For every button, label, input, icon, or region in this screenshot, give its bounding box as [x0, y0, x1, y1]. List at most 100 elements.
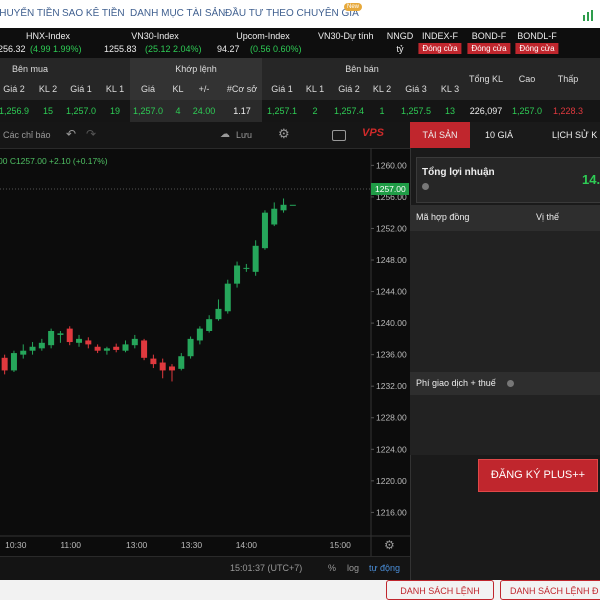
- x-tick-label: 13:00: [126, 540, 148, 550]
- x-tick-label: 13:30: [181, 540, 203, 550]
- cell: 1,257.0: [65, 106, 97, 116]
- orders-button[interactable]: DANH SÁCH LỆNH: [386, 580, 494, 600]
- candle-body: [280, 204, 287, 211]
- icon: [583, 10, 593, 21]
- y-tick-label: 1252.00: [376, 223, 407, 233]
- profit-box: [416, 157, 600, 203]
- cell: 2: [312, 106, 318, 116]
- candle-body: [20, 350, 27, 355]
- tab[interactable]: TÀI SẢN: [422, 130, 458, 140]
- y-tick-label: 1232.00: [376, 381, 407, 391]
- y-tick-label: 1216.00: [376, 507, 407, 517]
- candle-body: [66, 328, 73, 343]
- candle-body: [57, 333, 64, 335]
- footer: [0, 580, 600, 600]
- status-badge: Đóng cửa: [515, 43, 559, 54]
- index-name: INDEX-F: [422, 31, 458, 41]
- info-icon[interactable]: [422, 183, 429, 190]
- tab[interactable]: 10 GIÁ: [484, 130, 514, 140]
- candle-body: [113, 346, 120, 350]
- group-header: Tổng KL: [468, 74, 504, 84]
- nav-item[interactable]: DANH MỤC TÀI SẢN: [130, 8, 226, 19]
- column-header: KL 2: [38, 84, 58, 94]
- column-header: KL 1: [305, 84, 325, 94]
- cell: 24.00: [192, 106, 216, 116]
- candle-body: [1, 357, 8, 371]
- candle-body: [10, 353, 17, 371]
- index-change: (25.12 2.04%): [145, 44, 202, 54]
- y-tick-label: 1244.00: [376, 287, 407, 297]
- register-button[interactable]: ĐĂNG KÝ PLUS++: [478, 459, 598, 492]
- cell: 1,256.9: [0, 106, 30, 116]
- candle-body: [187, 338, 194, 357]
- index-name: BOND-F: [471, 31, 507, 41]
- column-header: KL: [172, 84, 184, 94]
- column-header: Giá 3: [405, 84, 427, 94]
- chart-legend: 00 C1257.00 +2.10 (+0.17%): [0, 156, 108, 166]
- nav-item[interactable]: ĐẦU TƯ THEO CHUYÊN GIA: [225, 8, 359, 19]
- candle-body: [159, 362, 166, 371]
- index-value: 256.32: [0, 44, 26, 54]
- index-name: BONDL-F: [517, 31, 557, 41]
- index-change: (4.99 1.99%): [30, 44, 82, 54]
- log-toggle[interactable]: log: [347, 563, 360, 573]
- auto-toggle[interactable]: tự động: [369, 563, 401, 573]
- table-header: [0, 58, 600, 100]
- cell: 226,097: [469, 106, 503, 116]
- match-row: [130, 100, 262, 122]
- column-header: Giá 1: [70, 84, 92, 94]
- cell: 15: [42, 106, 54, 116]
- index-value: 1255.83: [104, 44, 137, 54]
- save-button[interactable]: Lưu: [236, 130, 253, 140]
- x-tick-label: 11:00: [60, 540, 81, 550]
- settings[interactable]: ⚙: [278, 126, 290, 141]
- column-header: KL 2: [372, 84, 392, 94]
- tab[interactable]: LỊCH SỬ K: [552, 130, 598, 140]
- group-header: Cao: [518, 74, 536, 84]
- fees-body: [410, 395, 600, 455]
- chart-icon[interactable]: [582, 8, 596, 21]
- candle-body: [206, 319, 213, 331]
- status-badge: Đóng cửa: [418, 43, 462, 54]
- index-name: Upcom-Index: [236, 31, 290, 41]
- cell: 1,228.3: [552, 106, 584, 116]
- candle-body: [85, 340, 92, 345]
- y-tick-label: 1256.00: [376, 192, 407, 202]
- nav-item[interactable]: CHUYỂN TIỀN: [0, 8, 60, 19]
- candle-body: [168, 366, 175, 371]
- undo[interactable]: ↶: [66, 127, 77, 141]
- screenshot[interactable]: [332, 130, 346, 141]
- candle-body: [234, 265, 241, 284]
- indicators-button[interactable]: Các chỉ báo: [3, 130, 51, 140]
- candle-body: [252, 245, 259, 272]
- new-badge: New: [344, 3, 363, 11]
- y-tick-label: 1240.00: [376, 318, 407, 328]
- info-icon[interactable]: [507, 380, 514, 387]
- percent-toggle[interactable]: %: [328, 563, 337, 573]
- candle-body: [224, 283, 231, 312]
- nav-item[interactable]: SAO KÊ TIỀN: [62, 8, 125, 19]
- status-bar: [0, 556, 410, 581]
- orders-button[interactable]: DANH SÁCH LỆNH Đ: [500, 580, 600, 600]
- profit-value: 14.: [582, 172, 600, 187]
- column-header: KL 1: [105, 84, 125, 94]
- redo[interactable]: ↷: [86, 127, 97, 141]
- cell: 1,257.0: [511, 106, 543, 116]
- candle-body: [38, 342, 45, 349]
- profit-label: Tổng lợi nhuận: [422, 167, 495, 178]
- nav-bar: [0, 0, 600, 28]
- match-header: [130, 58, 262, 100]
- candle-body: [131, 338, 138, 346]
- group-header: Khớp lệnh: [175, 64, 217, 74]
- candle-body: [29, 346, 36, 351]
- x-tick-label: 10:30: [5, 540, 27, 550]
- x-tick-label: 14:00: [236, 540, 258, 550]
- cloud-icon: ☁: [220, 129, 230, 140]
- cell: 1: [379, 106, 385, 116]
- index-value: tỷ: [396, 44, 404, 54]
- y-tick-label: 1228.00: [376, 413, 407, 423]
- column-header: +/-: [198, 84, 210, 94]
- candle-body: [271, 208, 278, 225]
- column-header: Giá 2: [338, 84, 360, 94]
